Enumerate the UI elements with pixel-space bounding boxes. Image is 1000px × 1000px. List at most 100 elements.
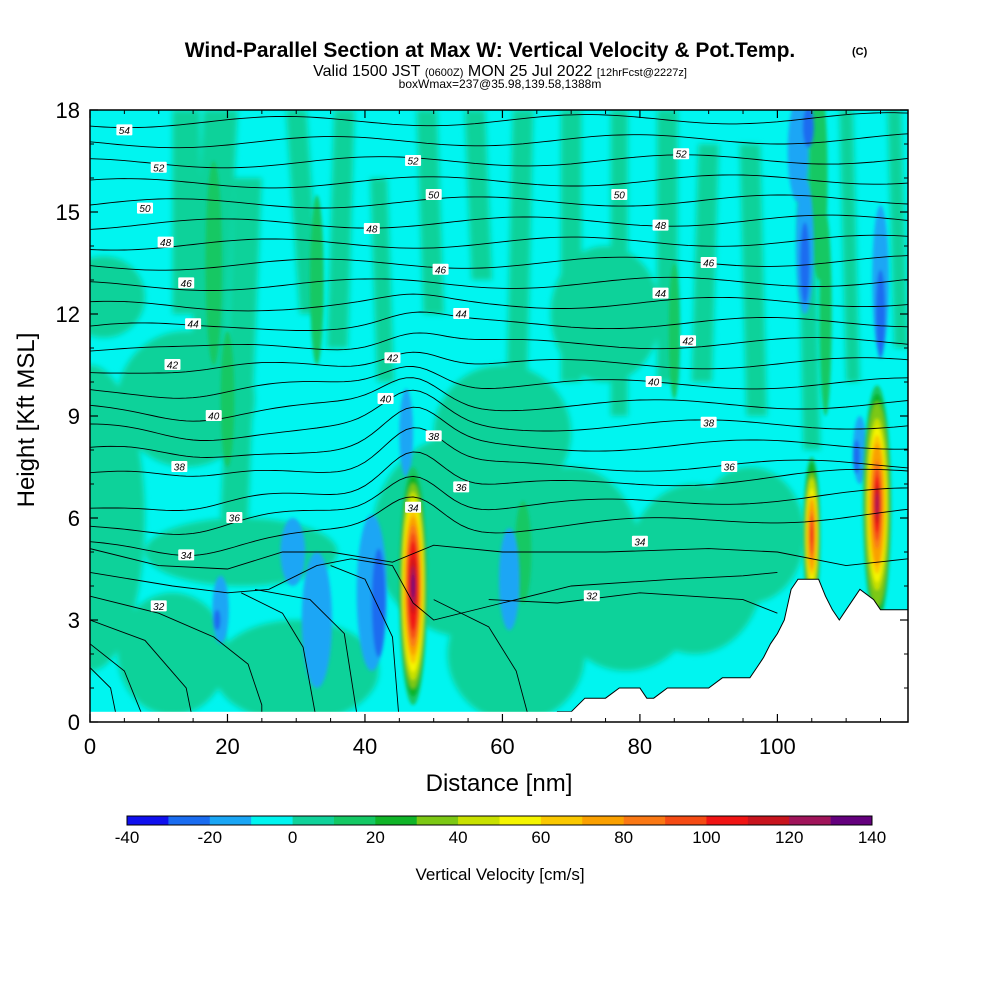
- colorbar-tick-label: 100: [692, 828, 720, 847]
- isentrope-line: [90, 351, 908, 374]
- downdraft-patch: [213, 609, 221, 631]
- isentrope-label: 38: [700, 416, 717, 429]
- colorbar-tick-label: -40: [115, 828, 140, 847]
- isentrope-line: [90, 332, 908, 352]
- isentrope-line: [90, 255, 908, 271]
- updraft-patch: [117, 331, 255, 467]
- isentrope-label: 34: [178, 549, 195, 562]
- colorbar-swatch: [127, 816, 169, 825]
- isentrope-label: 44: [185, 318, 202, 331]
- colorbar-swatch: [375, 816, 418, 825]
- isentrope-label: 38: [171, 461, 188, 474]
- isentrope-label-text: 46: [181, 279, 193, 290]
- ground-strip: [90, 711, 908, 722]
- colorbar-swatch: [747, 816, 790, 825]
- isentrope-label-text: 34: [181, 551, 193, 562]
- isentrope-label-text: 44: [655, 289, 667, 300]
- isentrope-label: 42: [164, 359, 181, 372]
- valid-date: MON 25 Jul 2022: [468, 63, 593, 80]
- x-axis-title: Distance [nm]: [426, 770, 573, 797]
- isentrope-label: 50: [136, 202, 153, 215]
- colorbar-swatch: [706, 816, 749, 825]
- isentrope-labels: 32 34 36 38 40 42 44 46 48 50 52 54 34 36 38 40 42 44 46 48…: [116, 124, 738, 613]
- isentrope-line: [90, 12, 908, 25]
- isentrope-label-text: 52: [408, 157, 420, 168]
- isentrope-line: [90, 406, 908, 458]
- isentrope-label: 36: [453, 481, 470, 494]
- strong-updraft-cores: [398, 385, 892, 705]
- isentrope-line: [254, 588, 359, 722]
- y-tick-label: 0: [68, 710, 80, 735]
- isentrope-line: [90, 234, 908, 251]
- isentrope-line: [90, 311, 908, 331]
- isentrope-label-text: 44: [456, 310, 468, 321]
- isentrope-label-text: 36: [229, 514, 241, 525]
- colorbar-swatch: [665, 816, 707, 825]
- isentrope-label-text: 44: [188, 320, 200, 331]
- isentrope-label: 40: [645, 376, 662, 389]
- isentrope-label: 34: [631, 535, 648, 548]
- downdraft-patch: [800, 222, 810, 304]
- colorbar-tick-label: 80: [614, 828, 633, 847]
- isentrope-label-text: 38: [428, 432, 440, 443]
- copyright-mark: (C): [852, 46, 868, 58]
- isentrope-line: [241, 592, 318, 722]
- updraft-patch: [90, 256, 145, 338]
- isentrope-label-text: 38: [703, 418, 715, 429]
- isentrope-line: [90, 154, 908, 169]
- isentrope-contours: [90, 12, 908, 722]
- isentrope-label: 36: [226, 512, 243, 525]
- colorbar-swatch: [292, 816, 335, 825]
- downdraft-patch: [499, 528, 520, 631]
- colorbar-tick-label: 0: [288, 828, 297, 847]
- isentrope-label-text: 50: [428, 191, 440, 202]
- isentrope-label-text: 48: [160, 238, 172, 249]
- isentrope-line: [90, 544, 908, 570]
- isentrope-line: [90, 174, 908, 189]
- updraft-streak: [464, 110, 493, 280]
- isentrope-label: 52: [673, 148, 690, 161]
- x-tick-label: 40: [353, 734, 377, 759]
- y-tick-label: 12: [56, 302, 80, 327]
- forecast-info: [12hrFcst@2227z]: [597, 67, 687, 79]
- isentrope-line: [488, 592, 778, 614]
- isentrope-line: [90, 377, 908, 422]
- isentrope-label: 42: [384, 352, 401, 365]
- chart-title: Wind-Parallel Section at Max W: Vertical…: [185, 39, 796, 62]
- isentrope-line: [90, 475, 908, 535]
- isentrope-line: [90, 389, 908, 441]
- updraft-core: [668, 263, 680, 399]
- colorbar-swatch: [582, 816, 624, 825]
- isentrope-line: [90, 93, 908, 108]
- isentrope-label: 48: [363, 223, 380, 236]
- colorbar-swatch: [830, 816, 873, 825]
- isentrope-label: 36: [721, 461, 738, 474]
- colorbar-tick-label: 20: [366, 828, 385, 847]
- isentrope-label-text: 38: [174, 463, 186, 474]
- isentrope-label-text: 42: [682, 337, 694, 348]
- colorbar-frame: [126, 815, 873, 826]
- isentrope-label: 32: [150, 600, 167, 613]
- colorbar-labels: -40 -20 0 20 40 60 80 100 120 140: [115, 828, 886, 847]
- x-tick-label: 0: [84, 734, 96, 759]
- colorbar-swatch: [333, 816, 376, 825]
- isentrope-label-text: 50: [614, 191, 626, 202]
- downdraft-patch: [399, 388, 414, 478]
- downdraft-patch: [371, 548, 386, 658]
- isentrope-label-text: 50: [139, 204, 151, 215]
- valid-time-line: Valid 1500 JST (0600Z) MON 25 Jul 2022 […: [313, 63, 687, 80]
- colorbar-swatch: [416, 816, 459, 825]
- updraft-patch: [90, 365, 145, 671]
- updraft-streak: [327, 110, 355, 348]
- isentrope-label-text: 36: [724, 463, 736, 474]
- updraft-core-band: [411, 574, 415, 598]
- updraft-streak: [416, 110, 445, 314]
- colorbar-swatch: [168, 816, 211, 825]
- isentrope-label-text: 34: [634, 537, 646, 548]
- x-tick-label: 60: [490, 734, 514, 759]
- colorbar-tick-label: 120: [775, 828, 803, 847]
- isentrope-label-text: 48: [366, 225, 378, 236]
- colorbar-swatch: [789, 816, 831, 825]
- y-axis-title: Height [Kft MSL]: [13, 333, 40, 508]
